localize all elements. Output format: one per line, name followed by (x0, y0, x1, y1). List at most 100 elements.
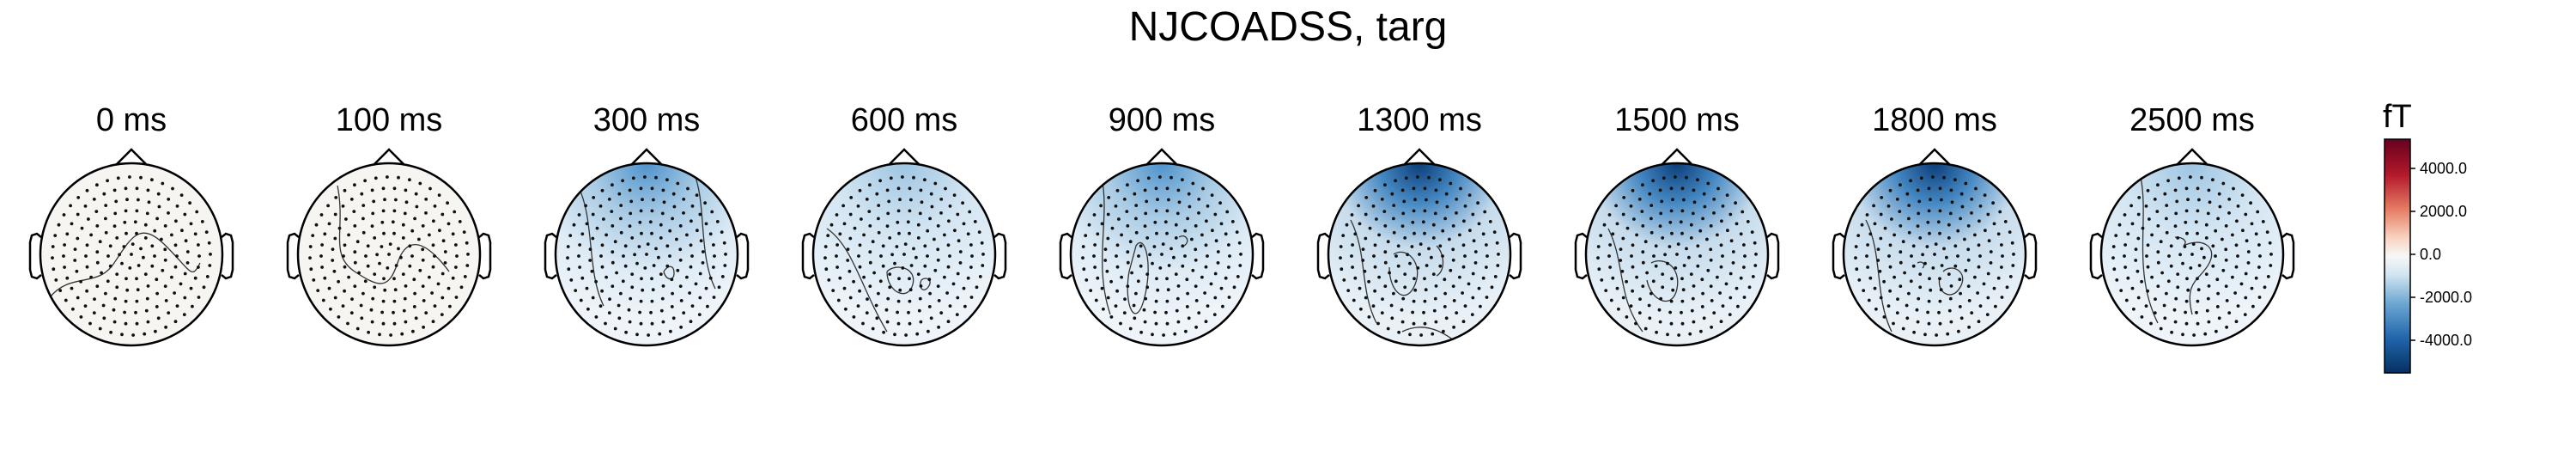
sensor-dot (703, 201, 707, 205)
sensor-dot (2246, 250, 2251, 253)
sensor-dot (1359, 307, 1363, 311)
sensor-dot (1596, 245, 1601, 248)
sensor-dot (2269, 264, 2273, 267)
sensor-dot (1635, 275, 1638, 279)
sensor-dot (1977, 320, 1981, 324)
sensor-dot (2173, 188, 2178, 192)
sensor-dot (155, 305, 159, 308)
sensor-dot (1479, 304, 1482, 308)
sensor-dot (1492, 230, 1497, 234)
sensor-dot (1443, 217, 1447, 221)
sensor-dot (1948, 211, 1953, 216)
sensor-dot (566, 256, 569, 259)
sensor-dot (62, 213, 66, 217)
sensor-dot (441, 239, 446, 243)
sensor-dot (1692, 188, 1696, 192)
sensor-dot (1452, 299, 1456, 302)
sensor-dot (2001, 254, 2004, 258)
sensor-dot (585, 286, 589, 290)
sensor-dot (611, 260, 615, 265)
sensor-dot (1463, 205, 1467, 208)
sensor-dot (1423, 277, 1426, 281)
sensor-dot (2136, 269, 2140, 273)
sensor-dot (1907, 230, 1911, 235)
sensor-dot (846, 259, 850, 262)
sensor-dot (185, 261, 190, 265)
sensor-dot (1364, 212, 1368, 217)
sensor-dot (1194, 299, 1199, 302)
sensor-dot (1716, 186, 1720, 191)
sensor-dot (197, 296, 201, 299)
sensor-dot (951, 282, 956, 286)
sensor-dot (1632, 217, 1636, 221)
sensor-dot (1425, 264, 1429, 267)
head-outline (1069, 162, 1255, 347)
sensor-dot (1109, 279, 1113, 284)
sensor-dot (1742, 266, 1746, 269)
sensor-dot (1949, 284, 1953, 288)
sensor-dot (1421, 220, 1425, 224)
sensor-dot (202, 285, 206, 290)
sensor-dot (1194, 247, 1198, 252)
sensor-dot (670, 305, 674, 308)
sensor-dot (2197, 198, 2201, 202)
sensor-dot (189, 286, 193, 290)
sensor-dot (961, 201, 964, 205)
sensor-dot (668, 229, 672, 233)
sensor-dot (1950, 200, 1954, 205)
sensor-dot (600, 243, 605, 247)
sensor-dot (1448, 237, 1451, 241)
sensor-dot (661, 320, 665, 324)
sensor-dot (578, 243, 581, 247)
sensor-dot (143, 236, 148, 240)
sensor-dot (431, 320, 435, 324)
sensor-dot (167, 211, 170, 215)
sensor-dot (167, 311, 171, 314)
sensor-dot (349, 311, 354, 314)
sensor-dot (908, 209, 912, 213)
sensor-dot (2206, 211, 2210, 216)
sensor-dot (2148, 217, 2151, 221)
sensor-dot (2154, 297, 2157, 301)
sensor-dot (1174, 272, 1178, 276)
sensor-dot (629, 199, 634, 204)
sensor-dot (639, 321, 643, 326)
sensor-dot (1651, 179, 1655, 183)
sensor-dot (361, 217, 365, 221)
sensor-dot (2123, 213, 2127, 217)
sensor-dot (2146, 289, 2149, 293)
sensor-dot (918, 296, 922, 301)
sensor-dot (1425, 198, 1428, 202)
sensor-dot (1089, 289, 1093, 292)
sensor-dot (1493, 275, 1498, 278)
sensor-dot (896, 321, 901, 326)
sensor-dot (1867, 298, 1871, 302)
sensor-dot (874, 303, 878, 308)
sensor-dot (648, 220, 653, 224)
sensor-dot (380, 310, 384, 314)
sensor-dot (2196, 186, 2200, 191)
sensor-dot (2208, 200, 2212, 205)
sensor-dot (1699, 329, 1703, 333)
sensor-dot (590, 269, 594, 273)
sensor-dot (2224, 247, 2228, 252)
sensor-dot (1235, 230, 1239, 234)
sensor-dot (1915, 308, 1919, 312)
sensor-dot (1866, 243, 1869, 247)
sensor-dot (896, 220, 900, 224)
sensor-dot (1866, 266, 1869, 269)
sensor-dot (2160, 271, 2164, 275)
sensor-dot (936, 247, 940, 252)
sensor-dot (1081, 256, 1084, 259)
sensor-dot (1661, 285, 1665, 290)
sensor-dot (1663, 253, 1667, 257)
sensor-dot (1443, 291, 1447, 296)
sensor-dot (1373, 265, 1377, 269)
sensor-dot (1724, 282, 1728, 286)
sensor-dot (1133, 192, 1137, 196)
sensor-dot (392, 231, 396, 235)
sensor-dot (1940, 198, 1943, 202)
sensor-dot (112, 308, 116, 312)
sensor-dot (1706, 181, 1710, 186)
sensor-dot (1455, 198, 1459, 201)
